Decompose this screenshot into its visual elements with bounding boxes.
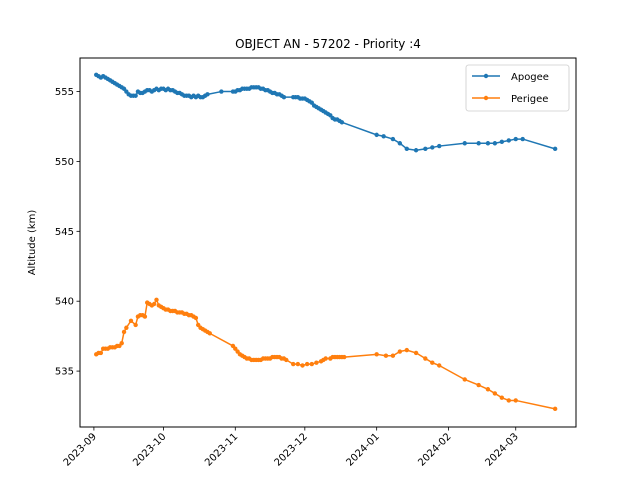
y-tick-label: 545 [55, 227, 74, 238]
data-point-apogee-97 [390, 136, 396, 142]
data-point-apogee-98 [397, 141, 403, 146]
data-point-perigee-104 [552, 406, 558, 412]
series-layer [94, 72, 558, 412]
legend-entry-apogee: Apogee [472, 72, 549, 83]
data-point-apogee-104 [462, 141, 467, 146]
data-point-perigee-2 [98, 350, 104, 356]
legend-swatch-marker [483, 95, 489, 101]
data-point-apogee-48 [205, 92, 210, 97]
data-point-apogee-94 [339, 120, 345, 125]
y-axis-label: Altitude (km) [27, 210, 38, 276]
data-point-perigee-47 [207, 331, 212, 336]
x-tick-label: 2023-09 [62, 431, 99, 468]
data-point-apogee-72 [281, 94, 287, 100]
data-point-perigee-92 [404, 347, 409, 353]
data-point-perigee-98 [476, 382, 481, 388]
data-point-apogee-102 [430, 145, 435, 150]
data-point-apogee-99 [404, 146, 409, 152]
data-point-apogee-108 [499, 139, 505, 145]
y-tick-label: 555 [55, 87, 74, 98]
x-tick-label: 2023-11 [203, 431, 240, 468]
data-point-perigee-76 [309, 361, 314, 367]
data-point-perigee-102 [506, 398, 511, 403]
series-line-perigee [95, 299, 556, 410]
data-point-apogee-103 [437, 143, 442, 149]
data-point-perigee-13 [124, 325, 129, 330]
data-point-perigee-88 [374, 352, 379, 357]
data-point-apogee-106 [485, 141, 491, 146]
x-tick-label: 2023-12 [273, 431, 310, 468]
plot-frame [79, 57, 577, 428]
data-point-apogee-96 [381, 134, 386, 139]
data-point-perigee-71 [284, 357, 289, 363]
x-axis: 2023-09 2023-10 2023-11 2023-12 2024-01 2024-… [62, 427, 521, 469]
data-point-apogee-95 [374, 132, 379, 138]
y-tick-label: 550 [55, 157, 74, 168]
legend-swatch-marker [483, 73, 489, 79]
x-tick-label: 2024-02 [416, 431, 453, 468]
data-point-perigee-11 [119, 340, 124, 346]
data-point-apogee-100 [413, 148, 419, 153]
y-tick-label: 535 [55, 367, 74, 378]
data-point-perigee-73 [295, 361, 301, 367]
data-point-perigee-14 [128, 318, 134, 323]
legend-label: Apogee [511, 72, 549, 83]
series-perigee [94, 297, 558, 412]
data-point-perigee-72 [291, 361, 296, 367]
y-tick-label: 540 [55, 297, 74, 308]
data-point-perigee-94 [423, 356, 428, 361]
data-point-perigee-89 [383, 353, 389, 358]
data-point-apogee-110 [513, 136, 518, 142]
data-point-perigee-15 [133, 322, 138, 328]
data-point-apogee-101 [423, 146, 428, 152]
legend-entry-perigee: Perigee [472, 94, 548, 105]
legend: Apogee Perigee [465, 64, 570, 112]
data-point-perigee-74 [300, 363, 305, 368]
data-point-apogee-107 [492, 141, 498, 146]
data-point-perigee-19 [142, 314, 148, 319]
data-point-perigee-12 [121, 329, 127, 335]
legend-label: Perigee [511, 94, 548, 105]
data-point-apogee-49 [219, 89, 224, 94]
x-tick-label: 2024-03 [483, 431, 520, 468]
data-point-perigee-87 [342, 354, 347, 360]
data-point-perigee-97 [462, 377, 467, 382]
x-tick-label: 2023-10 [131, 431, 168, 468]
data-point-apogee-105 [476, 141, 481, 146]
data-point-perigee-77 [314, 360, 319, 365]
data-point-perigee-96 [437, 363, 442, 368]
data-point-perigee-93 [413, 350, 419, 356]
data-point-apogee-17 [133, 93, 138, 98]
data-point-apogee-112 [552, 146, 558, 152]
y-axis: 535 540 545 550 555 [55, 87, 80, 378]
series-apogee [94, 72, 558, 153]
data-point-perigee-90 [390, 353, 396, 358]
data-point-perigee-75 [304, 361, 310, 367]
data-point-perigee-91 [397, 349, 403, 354]
x-tick-label: 2024-01 [344, 431, 381, 468]
data-point-perigee-99 [485, 387, 491, 392]
data-point-perigee-101 [499, 395, 505, 400]
data-point-perigee-24 [154, 297, 159, 303]
data-point-perigee-80 [323, 356, 328, 361]
chart-title: OBJECT AN - 57202 - Priority :4 [235, 37, 421, 51]
data-point-perigee-41 [193, 315, 199, 321]
data-point-perigee-95 [430, 360, 435, 365]
data-point-perigee-100 [492, 391, 498, 396]
data-point-apogee-111 [520, 136, 525, 142]
data-point-perigee-103 [513, 398, 518, 403]
data-point-perigee-23 [151, 301, 157, 307]
data-point-apogee-109 [506, 138, 511, 143]
